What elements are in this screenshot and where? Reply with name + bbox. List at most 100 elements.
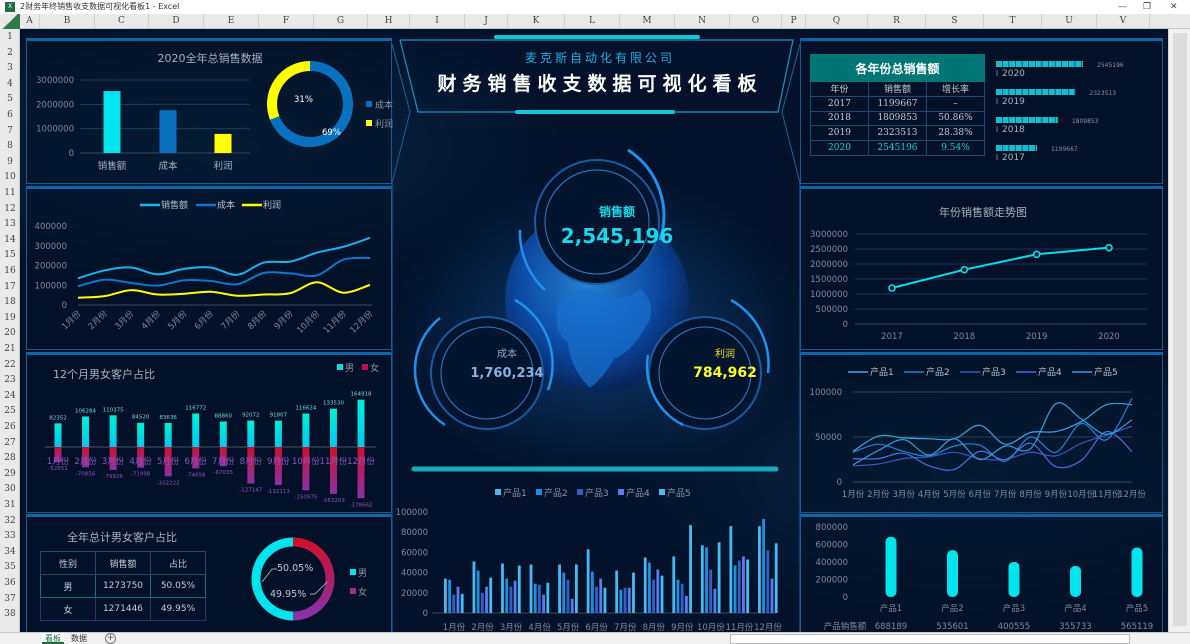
row-header-6[interactable]: 6	[7, 110, 13, 120]
data-label: 2545196	[1097, 62, 1124, 69]
row-header-37[interactable]: 37	[4, 593, 16, 604]
row-header-15[interactable]: 15	[4, 250, 16, 261]
row-header-16[interactable]: 16	[4, 266, 16, 276]
close-button[interactable]: ✕	[1170, 2, 1178, 12]
column-header-E[interactable]: E	[204, 14, 259, 29]
vertical-scroll-thumb[interactable]	[1173, 33, 1187, 626]
row-header-18[interactable]: 18	[4, 297, 16, 308]
column-header-Q[interactable]: Q	[806, 14, 868, 29]
y-tick-label: 3000000	[36, 76, 74, 86]
row-header-32[interactable]: 32	[4, 515, 16, 526]
row-header-27[interactable]: 27	[4, 437, 16, 448]
vertical-scrollbar[interactable]	[1168, 29, 1190, 632]
bar-segment	[1009, 89, 1016, 95]
row-header-17[interactable]: 17	[4, 281, 16, 292]
bar-销售额	[103, 91, 121, 153]
row-header-38[interactable]: 38	[4, 609, 16, 620]
bar-产品4	[1070, 565, 1081, 597]
row-header-35[interactable]: 35	[4, 562, 16, 573]
row-header-1[interactable]: 1	[7, 32, 13, 42]
panel-year-trend	[800, 186, 1163, 350]
sheet-tab-data[interactable]: 数据	[71, 634, 87, 643]
column-header-A[interactable]: A	[20, 14, 40, 29]
row-header-13[interactable]: 13	[4, 219, 16, 230]
x-tick-label: 4月份	[129, 456, 152, 467]
row-header-10[interactable]: 10	[4, 172, 16, 183]
row-header-12[interactable]: 12	[4, 203, 16, 214]
row-header-3[interactable]: 3	[7, 63, 13, 74]
row-header-26[interactable]: 26	[4, 422, 16, 432]
row-header-11[interactable]: 11	[4, 188, 16, 198]
row-header-4[interactable]: 4	[7, 78, 13, 89]
panel-product-lines	[800, 352, 1163, 513]
bar-产品5	[603, 587, 607, 613]
column-header-S[interactable]: S	[926, 14, 984, 29]
row-header-25[interactable]: 25	[4, 406, 16, 417]
row-header-24[interactable]: 24	[4, 390, 16, 401]
row-header-7[interactable]: 7	[7, 125, 13, 136]
column-header-I[interactable]: I	[410, 14, 465, 29]
data-label: 355733	[1059, 622, 1091, 632]
bar-产品5	[1131, 547, 1143, 597]
row-header-34[interactable]: 34	[4, 546, 16, 557]
column-header-B[interactable]: B	[40, 14, 95, 29]
column-header-G[interactable]: G	[314, 14, 368, 29]
row-header-20[interactable]: 20	[4, 328, 16, 339]
row-header-29[interactable]: 29	[4, 468, 16, 479]
row-header-36[interactable]: 36	[4, 578, 16, 588]
row-header-14[interactable]: 14	[4, 234, 16, 245]
bar-female	[164, 447, 172, 477]
row-header-5[interactable]: 5	[7, 94, 13, 105]
x-tick-label: 10月份	[1067, 489, 1095, 500]
column-header-U[interactable]: U	[1042, 14, 1097, 29]
x-tick-label: 8月份	[240, 456, 263, 467]
row-header-19[interactable]: 19	[4, 312, 16, 323]
row-header-21[interactable]: 21	[4, 344, 16, 354]
column-header-M[interactable]: M	[620, 14, 675, 29]
column-header-P[interactable]: P	[782, 14, 806, 29]
row-header-28[interactable]: 28	[4, 453, 16, 464]
row-header-23[interactable]: 23	[4, 375, 16, 386]
bar-产品5	[774, 543, 778, 613]
minimize-button[interactable]: —	[1118, 2, 1127, 12]
column-header-R[interactable]: R	[868, 14, 926, 29]
dashboard-title: 财务销售收支数据可视化看板	[437, 73, 763, 95]
column-header-C[interactable]: C	[95, 14, 149, 29]
column-header-K[interactable]: K	[508, 14, 565, 29]
x-tick-label: 2017	[881, 332, 903, 342]
x-tick-label: 5月份	[157, 456, 180, 467]
column-header-J[interactable]: J	[465, 14, 508, 29]
column-header-V[interactable]: V	[1097, 14, 1150, 29]
add-sheet-button[interactable]: +	[105, 633, 116, 644]
kpi-profit-label: 利润	[715, 349, 735, 360]
select-all-button[interactable]	[0, 14, 20, 29]
restore-button[interactable]: ❐	[1143, 2, 1152, 12]
column-header-L[interactable]: L	[565, 14, 620, 29]
row-header-22[interactable]: 22	[4, 359, 16, 370]
row-header-2[interactable]: 2	[7, 47, 13, 58]
column-header-D[interactable]: D	[149, 14, 204, 29]
bar-产品1	[501, 563, 504, 613]
horizontal-scrollbar[interactable]	[730, 634, 1130, 644]
column-header-N[interactable]: N	[675, 14, 730, 29]
column-header-T[interactable]: T	[984, 14, 1042, 29]
row-header-33[interactable]: 33	[4, 531, 16, 542]
data-label: 82352	[49, 415, 67, 421]
legend-label: 销售额	[161, 199, 188, 211]
row-header-31[interactable]: 31	[4, 500, 16, 510]
x-tick-label: 3月份	[113, 308, 137, 332]
x-tick-label: 12月份	[348, 308, 376, 336]
bar-segment	[1081, 61, 1083, 67]
row-header-30[interactable]: 30	[4, 484, 16, 495]
y-tick-label: 1000000	[36, 125, 74, 135]
row-header-8[interactable]: 8	[7, 141, 13, 152]
chart-title: 2020全年总销售数据	[158, 51, 263, 65]
sheet-tab-kanban[interactable]: 看板	[42, 633, 64, 644]
column-header-H[interactable]: H	[368, 14, 410, 29]
x-tick-label: 销售额	[98, 160, 127, 172]
bar-产品2	[476, 570, 480, 613]
category-label: 2019	[1002, 97, 1025, 107]
row-header-9[interactable]: 9	[7, 156, 13, 167]
column-header-F[interactable]: F	[259, 14, 314, 29]
column-header-O[interactable]: O	[730, 14, 782, 29]
